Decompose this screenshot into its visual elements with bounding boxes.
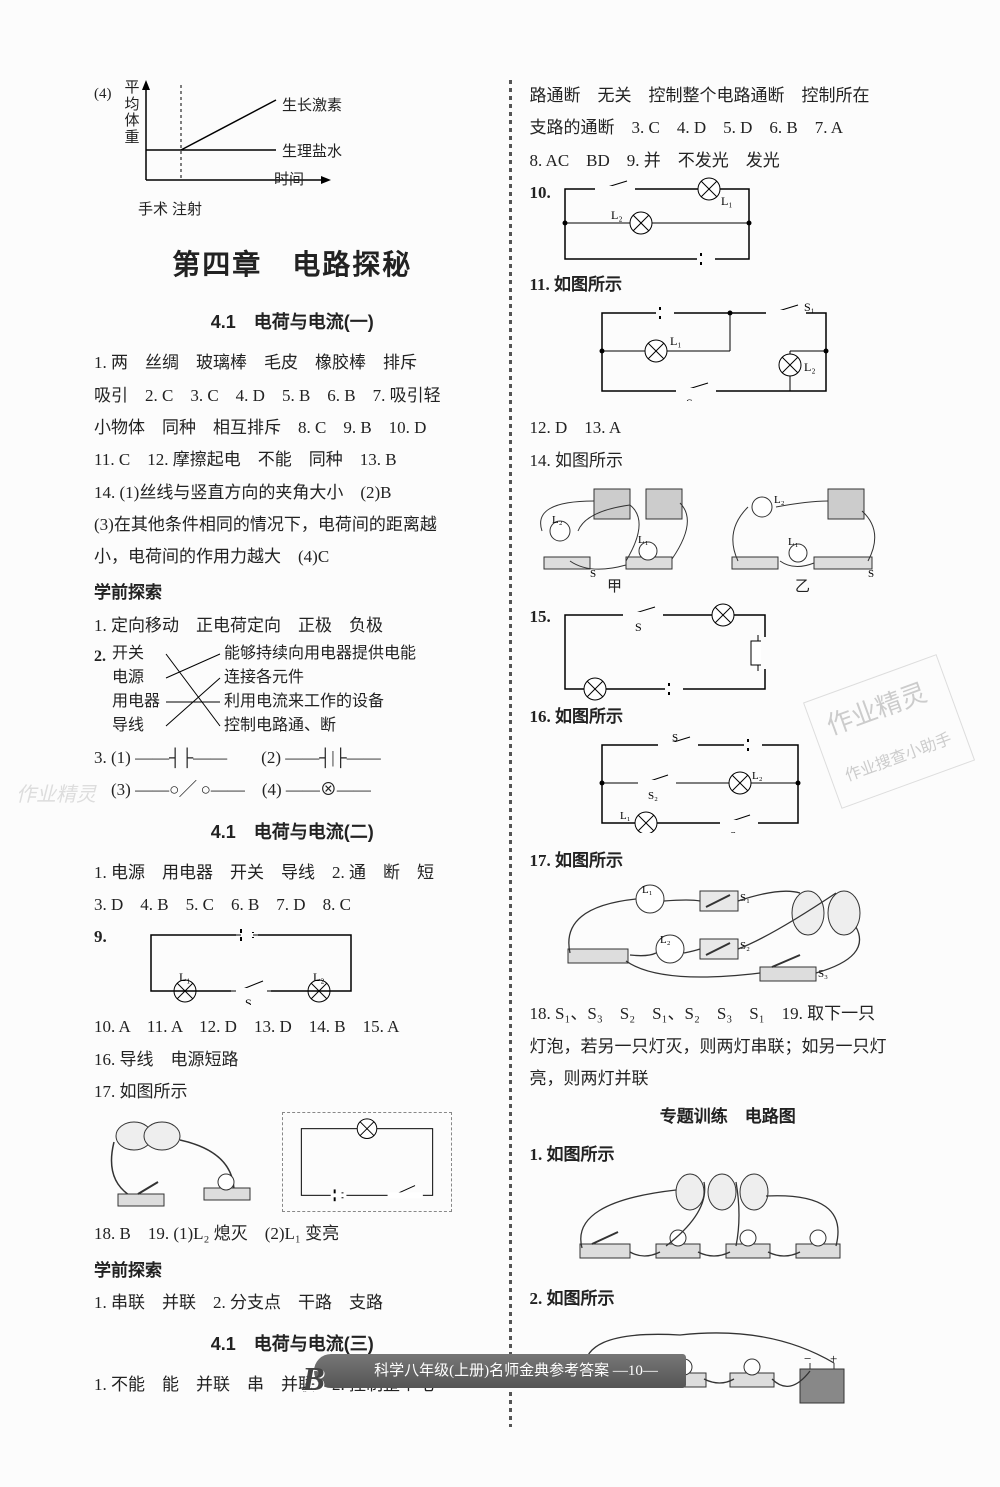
svg-text:L₁: L₁ bbox=[620, 810, 631, 822]
special-title: 专题训练 电路图 bbox=[530, 1101, 927, 1133]
q11-label: 11. 如图所示 bbox=[530, 275, 623, 294]
r-a17-2: 亮，则两灯并联 bbox=[530, 1063, 927, 1095]
footer-text: 科学八年级(上册)名师金典参考答案 —10— bbox=[374, 1363, 658, 1379]
graph-prefix: (4) bbox=[94, 80, 112, 109]
svg-text:S₂: S₂ bbox=[686, 396, 697, 401]
right-column: 路通断 无关 控制整个电路通断 控制所在 支路的通断 3. C 4. D 5. … bbox=[516, 80, 941, 1427]
footer-logo: B bbox=[302, 1348, 325, 1413]
svg-text:S₂: S₂ bbox=[648, 790, 658, 802]
s41a-pre-l0: 1. 定向移动 正电荷定向 正极 负极 bbox=[94, 610, 491, 642]
svg-text:S: S bbox=[245, 996, 252, 1005]
fig14-b: L₂ L₁ S 乙 bbox=[718, 481, 888, 581]
fig14-cap-b: 乙 bbox=[718, 573, 888, 602]
circuit-10: L₁ L₂ bbox=[551, 177, 761, 269]
circuit-11: S₁ L₁ S₂ L₂ bbox=[590, 301, 840, 401]
fig-17-right: L₁ L₂ S₁ S₂ S₃ bbox=[560, 877, 880, 987]
sp2-label: 2. 如图所示 bbox=[530, 1289, 615, 1308]
fig14-row: L₂ L₁ S 甲 L₂ L₁ bbox=[530, 481, 927, 581]
sym-line-1: 3. (1) ——┤├—— (2) ——┤|├—— bbox=[94, 742, 491, 774]
s41b-a1: 16. 导线 电源短路 bbox=[94, 1044, 491, 1076]
s41b-l1: 3. D 4. B 5. C 6. B 7. D 8. C bbox=[94, 889, 491, 921]
match-lines bbox=[94, 642, 454, 742]
graph-q4: (4) 平均体重 生长激素 生理盐水 时间 手术 注射 bbox=[94, 80, 344, 220]
s41b-pre-head: 学前探索 bbox=[94, 1255, 491, 1287]
chapter-title: 第四章 电路探秘 bbox=[94, 238, 491, 291]
svg-text:L₂: L₂ bbox=[552, 514, 563, 526]
q10-label: 10. bbox=[530, 177, 551, 209]
svg-text:S₁: S₁ bbox=[804, 301, 815, 314]
left-column: (4) 平均体重 生长激素 生理盐水 时间 手术 注射 第四章 电路探秘 4.1… bbox=[80, 80, 505, 1427]
fig14-cap-a: 甲 bbox=[530, 573, 700, 602]
sp1-label: 1. 如图所示 bbox=[530, 1145, 615, 1164]
s41a-l6: 小，电荷间的作用力越大 (4)C bbox=[94, 541, 491, 573]
svg-text:S: S bbox=[672, 733, 678, 744]
s41a-l0: 1. 两 丝绸 玻璃棒 毛皮 橡胶棒 排斥 bbox=[94, 347, 491, 379]
s41b-a0: 10. A 11. A 12. D 13. D 14. B 15. A bbox=[94, 1011, 491, 1043]
s41a-l5: (3)在其他条件相同的情况下，电荷间的距离越 bbox=[94, 509, 491, 541]
r-after11-1: 14. 如图所示 bbox=[530, 445, 927, 477]
series-label-1: 生理盐水 bbox=[282, 138, 342, 167]
svg-text:S: S bbox=[635, 620, 642, 634]
s41a-l2: 小物体 同种 相互排斥 8. C 9. B 10. D bbox=[94, 412, 491, 444]
section-41a-title: 4.1 电荷与电流(一) bbox=[94, 305, 491, 339]
q15-label: 15. bbox=[530, 601, 551, 633]
r-cont-0: 路通断 无关 控制整个电路通断 控制所在 bbox=[530, 80, 927, 112]
page-footer: B 科学八年级(上册)名师金典参考答案 —10— bbox=[0, 1354, 1000, 1389]
match-diagram: 2. 开关 电源 用电器 导线 能够持续向用电器提供电能 连接各元件 利用电流来… bbox=[94, 642, 491, 742]
circuit-9: L₁ S L₂ bbox=[141, 925, 361, 1005]
svg-text:L₁: L₁ bbox=[721, 194, 733, 208]
fig-17-left bbox=[94, 1112, 491, 1212]
sym-line-2: (3) ——○╱ ○—— (4) ——⊗—— bbox=[94, 774, 491, 806]
fig14-a: L₂ L₁ S 甲 bbox=[530, 481, 700, 581]
graph-xlabel: 时间 bbox=[274, 166, 304, 195]
xtick-1: 注射 bbox=[172, 196, 202, 225]
svg-text:L₂: L₂ bbox=[660, 934, 671, 946]
series-label-0: 生长激素 bbox=[282, 92, 342, 121]
s41b-l0: 1. 电源 用电器 开关 导线 2. 通 断 短 bbox=[94, 857, 491, 889]
svg-text:L₂: L₂ bbox=[752, 770, 763, 782]
svg-text:L₂: L₂ bbox=[804, 360, 816, 374]
q17-label: 17. 如图所示 bbox=[530, 851, 624, 870]
svg-text:L₂: L₂ bbox=[313, 970, 325, 984]
xtick-0: 手术 bbox=[138, 196, 168, 225]
svg-text:S₁: S₁ bbox=[730, 830, 740, 833]
s41a-l4: 14. (1)丝线与竖直方向的夹角大小 (2)B bbox=[94, 477, 491, 509]
r-a17-0: 18. S₁、S₃ S₂ S₁、S₂ S₃ S₁ 19. 取下一只 bbox=[530, 998, 927, 1030]
fig17-schematic bbox=[282, 1112, 452, 1212]
section-41b-title: 4.1 电荷与电流(二) bbox=[94, 815, 491, 849]
s41b-pre-l0: 1. 串联 并联 2. 分支点 干路 支路 bbox=[94, 1287, 491, 1319]
column-divider bbox=[509, 80, 512, 1427]
svg-text:L₁: L₁ bbox=[788, 536, 799, 548]
fig-sp1 bbox=[570, 1172, 870, 1272]
fig17-pictorial bbox=[94, 1112, 264, 1212]
circuit-16: S S₂ L₂ L₁ S₁ bbox=[590, 733, 810, 833]
s41a-l1: 吸引 2. C 3. C 4. D 5. B 6. B 7. 吸引轻 bbox=[94, 380, 491, 412]
svg-text:L₁: L₁ bbox=[638, 534, 649, 546]
r-a17-1: 灯泡，若另一只灯灭，则两灯串联；如另一只灯 bbox=[530, 1031, 927, 1063]
s41b-a17-0: 18. B 19. (1)L₂ 熄灭 (2)L₁ 变亮 bbox=[94, 1218, 491, 1250]
q9-label: 9. bbox=[94, 921, 107, 953]
svg-text:L₂: L₂ bbox=[774, 494, 785, 506]
s41a-l3: 11. C 12. 摩擦起电 不能 同种 13. B bbox=[94, 444, 491, 476]
svg-text:L₁: L₁ bbox=[670, 334, 682, 348]
svg-text:L₁: L₁ bbox=[642, 884, 653, 896]
s41a-pre-head: 学前探索 bbox=[94, 577, 491, 609]
s41b-a2: 17. 如图所示 bbox=[94, 1076, 491, 1108]
r-cont-1: 支路的通断 3. C 4. D 5. D 6. B 7. A bbox=[530, 112, 927, 144]
r-cont-2: 8. AC BD 9. 并 不发光 发光 bbox=[530, 145, 927, 177]
svg-text:L₁: L₁ bbox=[179, 970, 191, 984]
q16-label: 16. 如图所示 bbox=[530, 707, 624, 726]
circuit-15: S bbox=[551, 601, 781, 701]
r-after11-0: 12. D 13. A bbox=[530, 412, 927, 444]
svg-text:L₂: L₂ bbox=[611, 208, 623, 222]
